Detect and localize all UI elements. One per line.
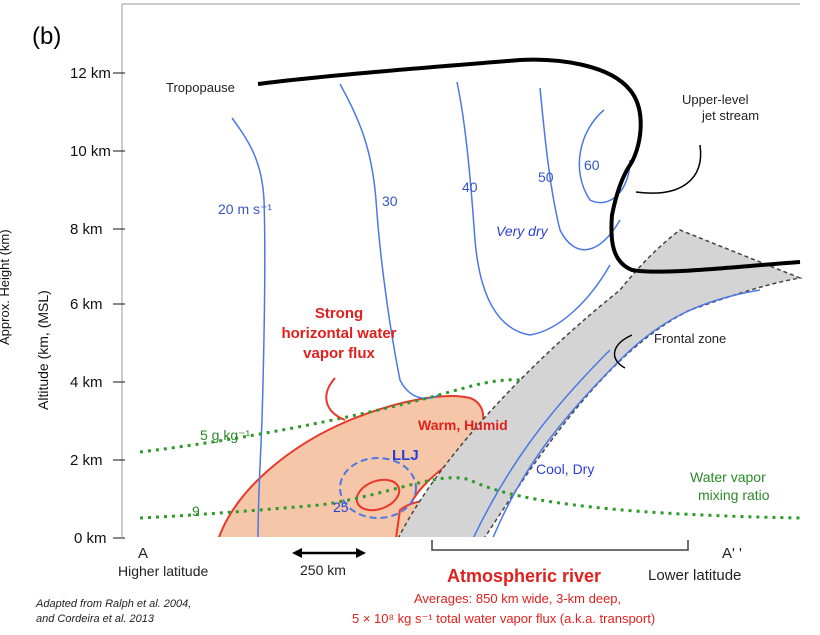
isotach-30: 30 bbox=[382, 193, 398, 209]
bottom-annotations: A A' ' Higher latitude Lower latitude 25… bbox=[35, 540, 742, 626]
isotach-50: 50 bbox=[538, 169, 554, 185]
scale-label: 250 km bbox=[300, 562, 346, 578]
flux-line: 5 × 10⁸ kg s⁻¹ total water vapor flux (a… bbox=[352, 611, 655, 626]
isotach-60: 60 bbox=[584, 157, 600, 173]
y-tick-12: 12 km bbox=[70, 65, 111, 82]
isotach-40: 40 bbox=[462, 179, 478, 195]
tropopause-label: Tropopause bbox=[166, 80, 235, 95]
isotach-20: 20 m s⁻¹ bbox=[218, 201, 272, 217]
mixing-9-label: 9 bbox=[192, 503, 200, 519]
y-tick-8: 8 km bbox=[70, 221, 103, 238]
credit-line-2: and Cordeira et al. 2013 bbox=[36, 613, 155, 625]
outer-y-label: Approx. Height (km) bbox=[0, 229, 12, 345]
very-dry-label: Very dry bbox=[496, 223, 549, 239]
flux-label-2: horizontal water bbox=[281, 325, 396, 342]
scale-arrow-right bbox=[356, 548, 366, 558]
jet-stream-label-2: jet stream bbox=[701, 108, 759, 123]
mixing-ratio-lines bbox=[139, 378, 801, 520]
warm-humid-label: Warm, Humid bbox=[418, 417, 508, 433]
lower-latitude: Lower latitude bbox=[648, 567, 741, 584]
water-vapor-label-2: mixing ratio bbox=[698, 487, 770, 503]
mixing-5-label: 5 g kg⁻¹ bbox=[200, 427, 251, 443]
credit-line-1: Adapted from Ralph et al. 2004, bbox=[35, 598, 191, 610]
y-tick-2: 2 km bbox=[70, 452, 103, 469]
flux-label-1: Strong bbox=[315, 305, 363, 322]
y-tick-6: 6 km bbox=[70, 296, 103, 313]
frontal-zone-label: Frontal zone bbox=[654, 331, 726, 346]
y-tick-4: 4 km bbox=[70, 374, 103, 391]
flux-label-3: vapor flux bbox=[303, 345, 375, 362]
scale-arrow-left bbox=[292, 548, 302, 558]
jet-stream-label-1: Upper-level bbox=[682, 92, 749, 107]
flux-arrow bbox=[325, 377, 346, 421]
point-a: A bbox=[138, 545, 148, 562]
llj-dashed-contour bbox=[339, 457, 417, 519]
averages-line: Averages: 850 km wide, 3-km deep, bbox=[414, 591, 621, 606]
y-tick-10: 10 km bbox=[70, 143, 111, 160]
ar-title: Atmospheric river bbox=[447, 566, 601, 586]
higher-latitude: Higher latitude bbox=[118, 563, 208, 579]
y-axis-label: Altitude (km, (MSL) bbox=[35, 290, 51, 410]
panel-frame bbox=[121, 3, 800, 537]
llj-label: LLJ bbox=[392, 447, 419, 464]
isotach-lines bbox=[231, 81, 761, 537]
point-a-prime: A' ' bbox=[722, 545, 742, 562]
y-tick-0: 0 km bbox=[74, 530, 107, 547]
llj-red-core bbox=[355, 478, 401, 512]
ar-bracket bbox=[431, 540, 689, 551]
llj-speed-label: 25 bbox=[333, 499, 349, 515]
water-vapor-label-1: Water vapor bbox=[690, 469, 766, 485]
panel-label: (b) bbox=[32, 23, 61, 50]
y-ticks: 12 km 10 km 8 km 6 km 4 km 2 km 0 km bbox=[70, 65, 125, 547]
annotation-arrows bbox=[613, 144, 702, 369]
cool-dry-label: Cool, Dry bbox=[536, 461, 594, 477]
tropopause-line bbox=[257, 57, 801, 274]
